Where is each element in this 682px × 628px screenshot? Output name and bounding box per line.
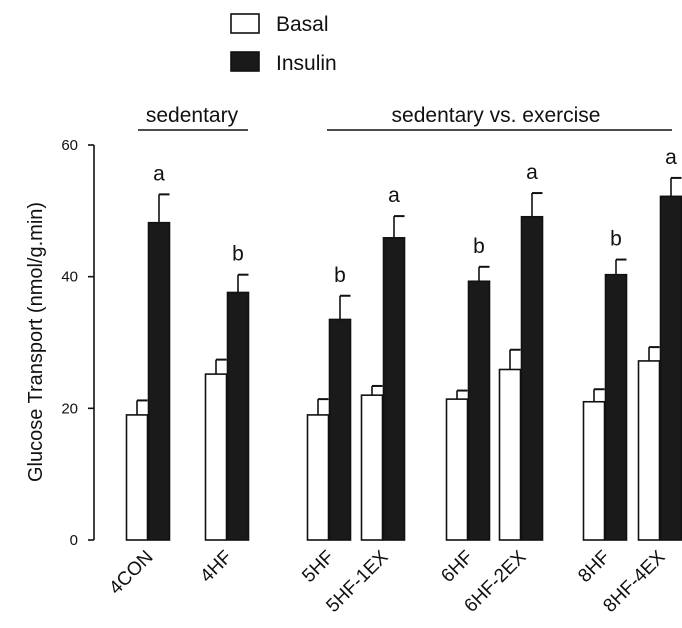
bar-insulin-8hf [604, 273, 628, 541]
significance-label-5hf: b [334, 264, 346, 287]
x-tick-label-4con: 4CON [105, 547, 157, 599]
bar-insulin-5hf-1ex [382, 237, 406, 541]
x-tick-label-4hf: 4HF [196, 547, 236, 587]
bar-basal-8hf-4ex [637, 360, 661, 541]
legend-label-insulin: Insulin [276, 52, 337, 75]
bar-basal-4hf [204, 373, 228, 541]
y-tick-label-40: 40 [61, 269, 78, 286]
y-axis-label: Glucose Transport (nmol/g.min) [25, 202, 47, 482]
bar-insulin-8hf-4ex [659, 195, 682, 541]
significance-label-6hf: b [473, 235, 485, 258]
y-axis-ticks: 0 20 40 60 [61, 137, 94, 549]
bar-insulin-6hf [467, 280, 491, 541]
bars: a b b a b a b a [125, 146, 682, 541]
legend-label-basal: Basal [276, 13, 329, 36]
y-axis: 0 20 40 60 Glucose Transport (nmol/g.min) [25, 137, 95, 549]
group-label-sedentary-vs-exercise: sedentary vs. exercise [392, 104, 601, 127]
bar-insulin-6hf-2ex [520, 215, 544, 541]
legend: Basal Insulin [230, 13, 337, 75]
bar-basal-6hf [445, 398, 469, 541]
bar-basal-4con [125, 414, 149, 541]
y-tick-label-60: 60 [61, 137, 78, 154]
significance-label-4hf: b [232, 243, 244, 266]
significance-label-4con: a [153, 162, 165, 185]
bar-insulin-4hf [226, 291, 250, 541]
significance-label-8hf-4ex: a [665, 146, 677, 169]
y-tick-label-0: 0 [70, 532, 78, 549]
group-labels: sedentary sedentary vs. exercise [138, 104, 672, 131]
group-label-sedentary: sedentary [146, 104, 239, 127]
x-tick-label-8hf: 8HF [574, 547, 614, 587]
significance-label-8hf: b [610, 228, 622, 251]
x-tick-label-6hf: 6HF [437, 547, 477, 587]
bar-basal-5hf [306, 414, 330, 541]
bar-basal-5hf-1ex [360, 394, 384, 541]
bar-basal-8hf [582, 400, 606, 541]
x-tick-label-5hf: 5HF [298, 547, 338, 587]
bar-basal-6hf-2ex [498, 368, 522, 541]
bar-insulin-4con [147, 221, 171, 541]
legend-swatch-insulin [230, 51, 260, 72]
significance-label-5hf-1ex: a [388, 184, 400, 207]
bar-insulin-5hf [328, 318, 352, 541]
y-tick-label-20: 20 [61, 400, 78, 417]
significance-label-6hf-2ex: a [526, 161, 538, 184]
legend-swatch-basal [230, 13, 260, 34]
